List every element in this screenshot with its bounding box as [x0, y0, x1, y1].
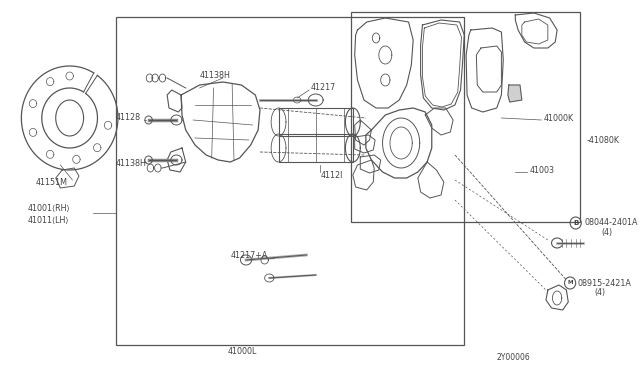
- Polygon shape: [508, 85, 522, 102]
- Text: 08915-2421A: 08915-2421A: [577, 279, 632, 288]
- Text: 41000L: 41000L: [227, 347, 257, 356]
- Text: (4): (4): [595, 289, 605, 298]
- Bar: [116, 17, 464, 345]
- Text: B: B: [573, 220, 579, 226]
- Bar: [351, 12, 580, 222]
- Text: 41138H: 41138H: [200, 71, 230, 80]
- Text: 41217+A: 41217+A: [230, 250, 268, 260]
- Text: 41003: 41003: [529, 166, 554, 174]
- Text: (4): (4): [602, 228, 613, 237]
- Text: 4112I: 4112I: [321, 170, 342, 180]
- Text: 08044-2401A: 08044-2401A: [585, 218, 639, 227]
- Text: 41217: 41217: [311, 83, 336, 92]
- Text: -41080K: -41080K: [587, 135, 620, 144]
- Text: M: M: [567, 280, 573, 285]
- Text: 41001⟨RH⟩: 41001⟨RH⟩: [28, 203, 70, 212]
- Text: 41011⟨LH⟩: 41011⟨LH⟩: [28, 215, 69, 224]
- Text: 41138H: 41138H: [116, 158, 147, 167]
- Text: 2Y00006: 2Y00006: [497, 353, 531, 362]
- Text: 41128: 41128: [116, 112, 141, 122]
- Text: 41000K: 41000K: [543, 113, 573, 122]
- Text: 41151M: 41151M: [35, 177, 67, 186]
